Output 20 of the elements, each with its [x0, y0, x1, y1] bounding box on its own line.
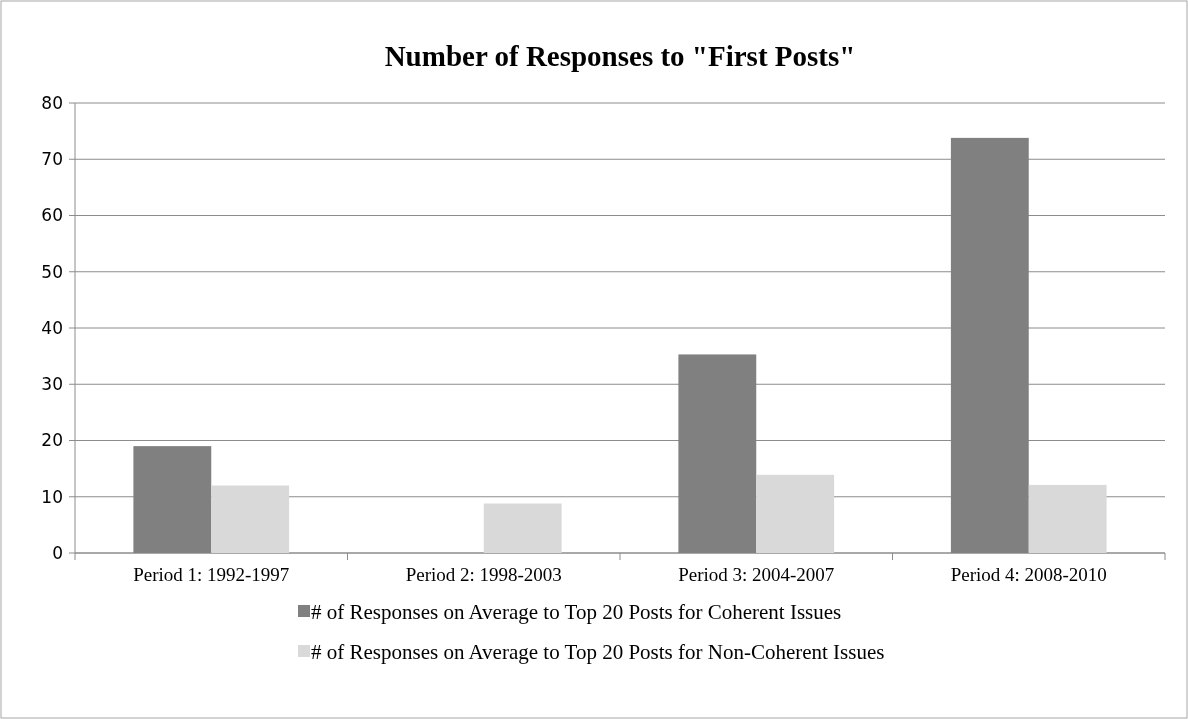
y-tick-label: 70 [41, 149, 63, 170]
x-tick-label: Period 1: 1992-1997 [133, 564, 290, 585]
y-tick-label: 40 [41, 317, 63, 338]
bar [1028, 484, 1107, 553]
x-tick-label: Period 4: 2008-2010 [950, 564, 1107, 585]
chart-title: Number of Responses to "First Posts" [384, 40, 856, 72]
y-tick-label: 30 [41, 374, 63, 395]
y-tick-label: 10 [41, 486, 63, 507]
y-tick-label: 20 [41, 430, 63, 451]
legend-label: # of Responses on Average to Top 20 Posts for Coherent Issues [311, 600, 842, 625]
bar [756, 474, 835, 553]
y-tick-label: 50 [41, 261, 63, 282]
x-tick-label: Period 3: 2004-2007 [678, 564, 835, 585]
y-tick-label: 60 [41, 205, 63, 226]
x-tick-label: Period 2: 1998-2003 [405, 564, 562, 585]
y-tick-label: 80 [41, 92, 63, 113]
bar [211, 485, 290, 553]
y-tick-label: 0 [52, 542, 63, 563]
legend-label: # of Responses on Average to Top 20 Posts for Non-Coherent Issues [311, 640, 885, 665]
bar [483, 503, 562, 553]
